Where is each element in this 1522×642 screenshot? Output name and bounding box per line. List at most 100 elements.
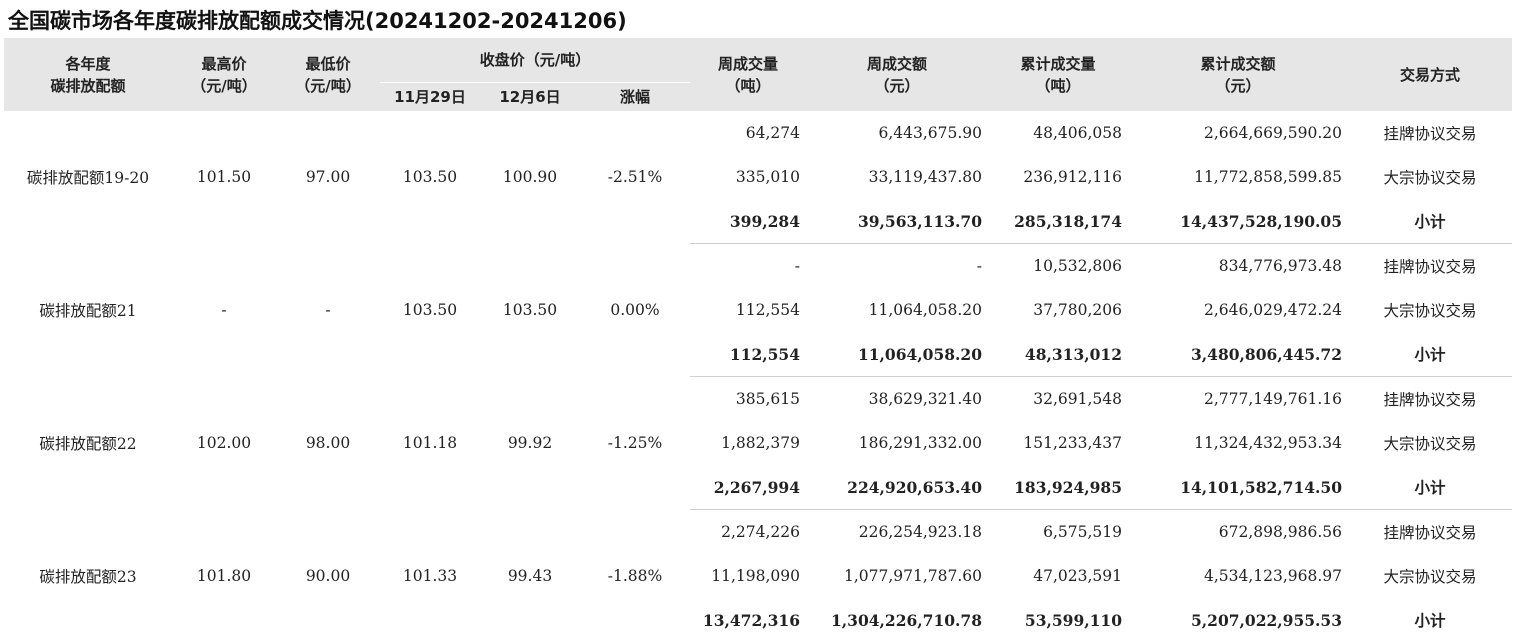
high-price: 101.50 (172, 111, 276, 244)
price-change: -2.51% (580, 111, 690, 244)
cumulative-volume: 6,575,519 (988, 510, 1128, 555)
carbon-trading-table: 各年度碳排放配额 最高价（元/吨） 最低价（元/吨） 收盘价（元/吨） 周成交量… (4, 38, 1512, 642)
weekly-amount: - (806, 244, 988, 289)
weekly-amount: 11,064,058.20 (806, 288, 988, 332)
cumulative-volume: 37,780,206 (988, 288, 1128, 332)
weekly-volume: 112,554 (690, 288, 806, 332)
weekly-volume: 385,615 (690, 377, 806, 422)
cumulative-volume: 183,924,985 (988, 465, 1128, 510)
allowance-name: 碳排放配额21 (4, 244, 172, 377)
weekly-amount: 1,077,971,787.60 (806, 554, 988, 598)
cumulative-amount: 2,777,149,761.16 (1128, 377, 1348, 422)
weekly-amount: 224,920,653.40 (806, 465, 988, 510)
trade-mode: 大宗协议交易 (1348, 155, 1512, 199)
trade-mode: 挂牌协议交易 (1348, 244, 1512, 289)
cumulative-amount: 5,207,022,955.53 (1128, 598, 1348, 642)
trade-mode: 挂牌协议交易 (1348, 111, 1512, 155)
allowance-name: 碳排放配额19-20 (4, 111, 172, 244)
allowance-name: 碳排放配额22 (4, 377, 172, 510)
cumulative-volume: 47,023,591 (988, 554, 1128, 598)
high-price: - (172, 244, 276, 377)
trade-mode-header: 交易方式 (1348, 38, 1512, 111)
table-row: 碳排放配额23 101.80 90.00 101.33 99.43 -1.88%… (4, 510, 1512, 555)
group-22: 碳排放配额22 102.00 98.00 101.18 99.92 -1.25%… (4, 377, 1512, 510)
allowance-name: 碳排放配额23 (4, 510, 172, 642)
weekly-amount-header: 周成交额（元） (806, 38, 988, 111)
weekly-amount: 226,254,923.18 (806, 510, 988, 555)
price-change: -1.88% (580, 510, 690, 642)
cumulative-volume-header: 累计成交量（吨） (988, 38, 1128, 111)
high-price: 101.80 (172, 510, 276, 642)
cumulative-volume: 10,532,806 (988, 244, 1128, 289)
trade-mode: 小计 (1348, 465, 1512, 510)
cumulative-amount: 2,664,669,590.20 (1128, 111, 1348, 155)
table-row: 碳排放配额22 102.00 98.00 101.18 99.92 -1.25%… (4, 377, 1512, 422)
dec6-header: 12月6日 (480, 83, 580, 112)
low-price: 90.00 (276, 510, 380, 642)
group-19-20: 碳排放配额19-20 101.50 97.00 103.50 100.90 -2… (4, 111, 1512, 244)
cumulative-amount: 11,324,432,953.34 (1128, 421, 1348, 465)
weekly-volume: 1,882,379 (690, 421, 806, 465)
table-header: 各年度碳排放配额 最高价（元/吨） 最低价（元/吨） 收盘价（元/吨） 周成交量… (4, 38, 1512, 111)
cumulative-volume: 32,691,548 (988, 377, 1128, 422)
high-price: 102.00 (172, 377, 276, 510)
weekly-amount: 11,064,058.20 (806, 332, 988, 377)
group-23: 碳排放配额23 101.80 90.00 101.33 99.43 -1.88%… (4, 510, 1512, 642)
weekly-amount: 1,304,226,710.78 (806, 598, 988, 642)
cumulative-volume: 285,318,174 (988, 199, 1128, 244)
weekly-amount: 38,629,321.40 (806, 377, 988, 422)
trade-mode: 小计 (1348, 199, 1512, 244)
weekly-volume: 112,554 (690, 332, 806, 377)
cumulative-amount: 672,898,986.56 (1128, 510, 1348, 555)
group-21: 碳排放配额21 - - 103.50 103.50 0.00% - - 10,5… (4, 244, 1512, 377)
trade-mode: 挂牌协议交易 (1348, 510, 1512, 555)
trade-mode: 挂牌协议交易 (1348, 377, 1512, 422)
closing-price-header: 收盘价（元/吨） (380, 38, 690, 83)
weekly-volume: 335,010 (690, 155, 806, 199)
cumulative-volume: 236,912,116 (988, 155, 1128, 199)
allowance-header: 各年度碳排放配额 (4, 38, 172, 111)
cumulative-amount: 14,101,582,714.50 (1128, 465, 1348, 510)
table-row: 碳排放配额19-20 101.50 97.00 103.50 100.90 -2… (4, 111, 1512, 155)
cumulative-amount: 11,772,858,599.85 (1128, 155, 1348, 199)
page-title: 全国碳市场各年度碳排放配额成交情况(20241202-20241206) (8, 6, 627, 36)
weekly-amount: 186,291,332.00 (806, 421, 988, 465)
close-nov29: 101.18 (380, 377, 480, 510)
close-nov29: 101.33 (380, 510, 480, 642)
low-price: 98.00 (276, 377, 380, 510)
close-dec6: 99.43 (480, 510, 580, 642)
low-price: - (276, 244, 380, 377)
cumulative-amount: 2,646,029,472.24 (1128, 288, 1348, 332)
cumulative-volume: 151,233,437 (988, 421, 1128, 465)
weekly-volume: 64,274 (690, 111, 806, 155)
low-price: 97.00 (276, 111, 380, 244)
cumulative-volume: 53,599,110 (988, 598, 1128, 642)
close-nov29: 103.50 (380, 111, 480, 244)
weekly-volume: 11,198,090 (690, 554, 806, 598)
cumulative-volume: 48,313,012 (988, 332, 1128, 377)
cumulative-volume: 48,406,058 (988, 111, 1128, 155)
price-change: 0.00% (580, 244, 690, 377)
table-row: 碳排放配额21 - - 103.50 103.50 0.00% - - 10,5… (4, 244, 1512, 289)
cumulative-amount: 14,437,528,190.05 (1128, 199, 1348, 244)
trade-mode: 小计 (1348, 598, 1512, 642)
close-dec6: 100.90 (480, 111, 580, 244)
weekly-amount: 6,443,675.90 (806, 111, 988, 155)
nov29-header: 11月29日 (380, 83, 480, 112)
low-price-header: 最低价（元/吨） (276, 38, 380, 111)
trade-mode: 大宗协议交易 (1348, 554, 1512, 598)
trade-mode: 小计 (1348, 332, 1512, 377)
close-nov29: 103.50 (380, 244, 480, 377)
weekly-volume: - (690, 244, 806, 289)
weekly-volume: 399,284 (690, 199, 806, 244)
weekly-volume: 13,472,316 (690, 598, 806, 642)
close-dec6: 103.50 (480, 244, 580, 377)
trade-mode: 大宗协议交易 (1348, 288, 1512, 332)
change-header: 涨幅 (580, 83, 690, 112)
cumulative-amount: 4,534,123,968.97 (1128, 554, 1348, 598)
trade-mode: 大宗协议交易 (1348, 421, 1512, 465)
weekly-amount: 39,563,113.70 (806, 199, 988, 244)
high-price-header: 最高价（元/吨） (172, 38, 276, 111)
weekly-amount: 33,119,437.80 (806, 155, 988, 199)
weekly-volume-header: 周成交量（吨） (690, 38, 806, 111)
